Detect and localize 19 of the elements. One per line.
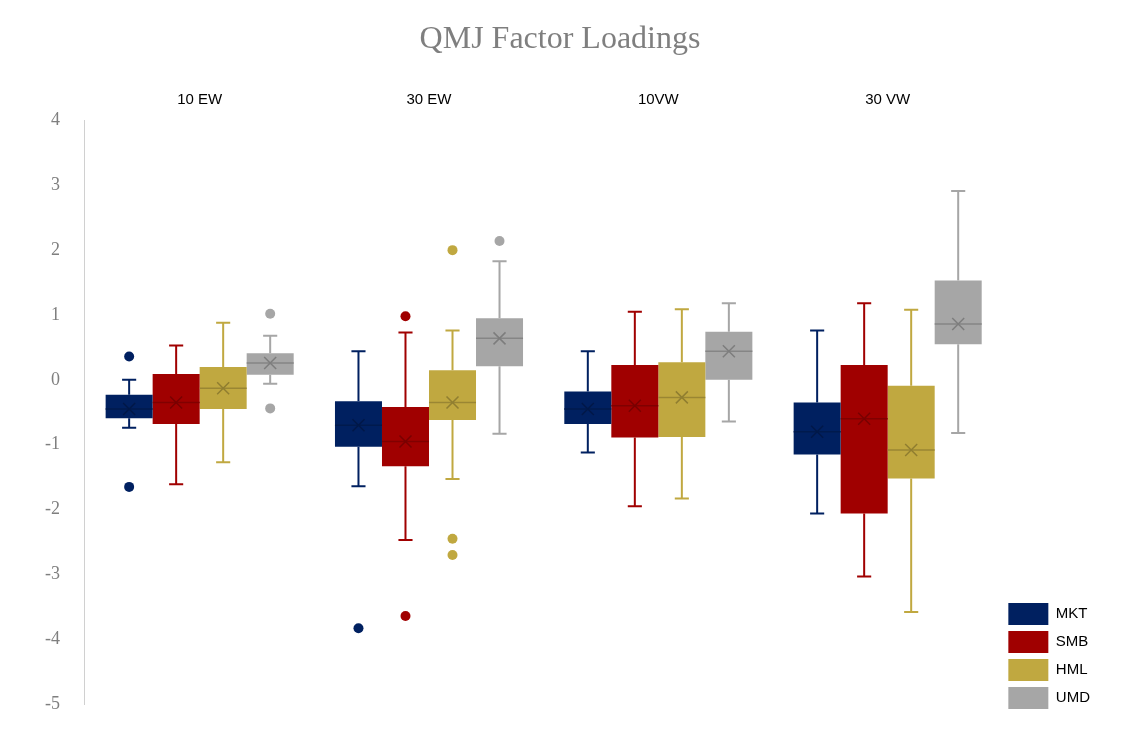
- legend-label: MKT: [1055, 604, 1088, 622]
- y-tick-label: -5: [44, 692, 60, 713]
- y-tick-label: -3: [44, 563, 60, 584]
- x-tick-label: 10 EW: [177, 89, 224, 107]
- x-tick-label: 10VW: [637, 89, 680, 107]
- chart-title: QMJ Factor Loadings: [419, 18, 701, 55]
- y-tick-label: 1: [50, 303, 60, 324]
- x-tick-label: 30 VW: [865, 89, 912, 107]
- y-tick-label: -4: [44, 628, 60, 649]
- y-tick-label: 3: [50, 174, 60, 194]
- legend-label: HML: [1055, 660, 1088, 678]
- y-tick-label: -2: [44, 498, 60, 519]
- legend-label: UMD: [1055, 688, 1091, 706]
- y-tick-label: 4: [50, 109, 60, 130]
- x-tick-label: 30 EW: [406, 89, 453, 107]
- y-tick-label: 2: [50, 238, 60, 259]
- y-tick-label: 0: [50, 368, 60, 389]
- y-tick-label: -1: [44, 433, 60, 454]
- legend-label: SMB: [1055, 632, 1089, 650]
